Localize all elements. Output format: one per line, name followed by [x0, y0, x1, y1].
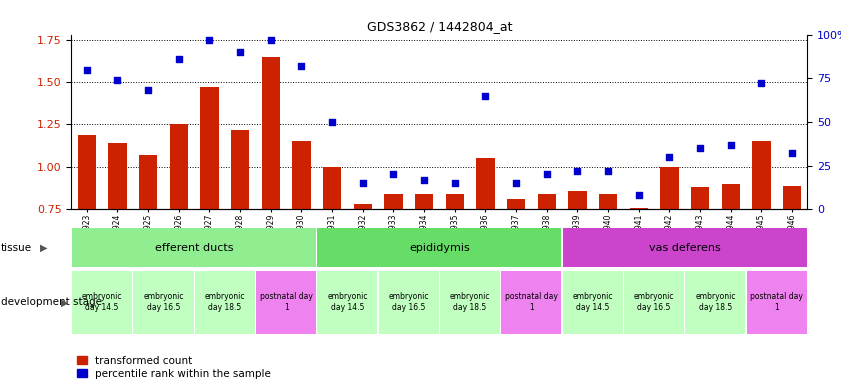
- Title: GDS3862 / 1442804_at: GDS3862 / 1442804_at: [367, 20, 512, 33]
- Text: embryonic
day 18.5: embryonic day 18.5: [450, 292, 490, 313]
- Point: [448, 180, 462, 186]
- Point: [325, 119, 339, 125]
- Point: [663, 154, 676, 160]
- Bar: [599, 194, 617, 209]
- Bar: [685, 271, 745, 334]
- Point: [632, 192, 645, 199]
- Text: epididymis: epididymis: [409, 243, 470, 253]
- Point: [387, 171, 400, 177]
- Bar: [440, 271, 500, 334]
- Point: [111, 77, 124, 83]
- Bar: [72, 228, 316, 267]
- Bar: [537, 194, 556, 209]
- Bar: [256, 271, 316, 334]
- Point: [356, 180, 369, 186]
- Point: [510, 180, 523, 186]
- Bar: [630, 208, 648, 209]
- Text: embryonic
day 14.5: embryonic day 14.5: [327, 292, 368, 313]
- Text: efferent ducts: efferent ducts: [155, 243, 234, 253]
- Text: embryonic
day 18.5: embryonic day 18.5: [696, 292, 736, 313]
- Bar: [378, 271, 439, 334]
- Bar: [476, 158, 495, 209]
- Bar: [752, 141, 770, 209]
- Point: [540, 171, 553, 177]
- Bar: [134, 271, 193, 334]
- Text: postnatal day
1: postnatal day 1: [260, 292, 313, 313]
- Bar: [317, 228, 562, 267]
- Bar: [415, 194, 433, 209]
- Text: embryonic
day 16.5: embryonic day 16.5: [143, 292, 183, 313]
- Point: [724, 142, 738, 148]
- Bar: [384, 194, 403, 209]
- Text: embryonic
day 14.5: embryonic day 14.5: [82, 292, 123, 313]
- Point: [693, 145, 706, 151]
- Bar: [446, 194, 464, 209]
- Bar: [690, 187, 709, 209]
- Text: tissue: tissue: [1, 243, 32, 253]
- Bar: [563, 271, 623, 334]
- Point: [571, 168, 584, 174]
- Bar: [292, 141, 310, 209]
- Point: [234, 49, 247, 55]
- Bar: [353, 204, 372, 209]
- Text: postnatal day
1: postnatal day 1: [505, 292, 558, 313]
- Legend: transformed count, percentile rank within the sample: transformed count, percentile rank withi…: [77, 356, 272, 379]
- Bar: [747, 271, 807, 334]
- Bar: [783, 185, 801, 209]
- Text: development stage: development stage: [1, 297, 102, 308]
- Text: postnatal day
1: postnatal day 1: [750, 292, 803, 313]
- Bar: [195, 271, 255, 334]
- Bar: [624, 271, 684, 334]
- Point: [294, 63, 308, 69]
- Bar: [231, 129, 249, 209]
- Text: embryonic
day 16.5: embryonic day 16.5: [634, 292, 674, 313]
- Text: embryonic
day 16.5: embryonic day 16.5: [389, 292, 429, 313]
- Bar: [139, 155, 157, 209]
- Bar: [200, 87, 219, 209]
- Bar: [108, 143, 127, 209]
- Bar: [262, 56, 280, 209]
- Point: [601, 168, 615, 174]
- Point: [754, 80, 768, 86]
- Bar: [317, 271, 378, 334]
- Text: embryonic
day 18.5: embryonic day 18.5: [204, 292, 245, 313]
- Bar: [323, 167, 341, 209]
- Bar: [72, 271, 132, 334]
- Point: [417, 177, 431, 183]
- Text: ▶: ▶: [40, 243, 48, 253]
- Point: [203, 37, 216, 43]
- Point: [172, 56, 186, 62]
- Bar: [569, 190, 586, 209]
- Point: [141, 88, 155, 94]
- Point: [785, 150, 799, 156]
- Bar: [563, 228, 807, 267]
- Bar: [77, 135, 96, 209]
- Text: embryonic
day 14.5: embryonic day 14.5: [573, 292, 613, 313]
- Point: [264, 37, 278, 43]
- Bar: [170, 124, 188, 209]
- Text: ▶: ▶: [61, 297, 69, 308]
- Bar: [501, 271, 562, 334]
- Bar: [507, 199, 526, 209]
- Point: [479, 93, 492, 99]
- Bar: [660, 167, 679, 209]
- Text: vas deferens: vas deferens: [649, 243, 721, 253]
- Bar: [722, 184, 740, 209]
- Point: [80, 66, 93, 73]
